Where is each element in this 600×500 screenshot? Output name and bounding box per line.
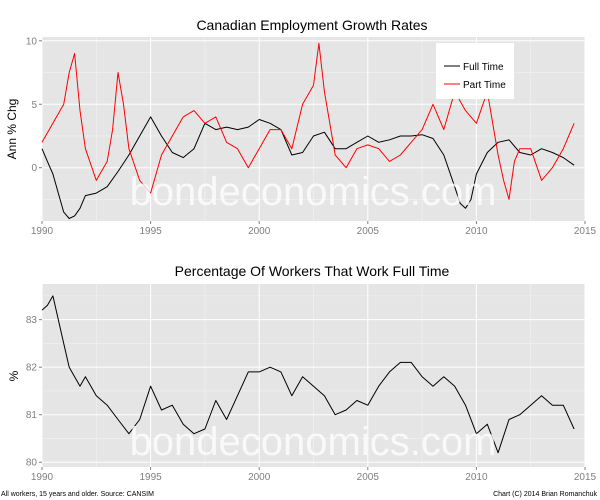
full-time-share-grid [41,284,586,467]
x-tick-label: 2005 [357,472,380,483]
y-tick-label: 83 [26,315,38,326]
x-tick-label: 1995 [139,226,162,237]
y-tick-label: 10 [26,36,38,47]
x-tick-label: 2010 [465,226,488,237]
legend-box [436,43,514,99]
series-line-part-time [41,42,575,200]
growth-rates-grid [41,37,586,221]
x-tick-label: 1990 [31,226,54,237]
full-time-share-x-ticks: 1990 1995 2000 2005 2010 2015 [31,467,597,483]
full-time-share-series-line [41,295,575,454]
x-tick-label: 1990 [31,472,54,483]
x-tick-label: 2005 [357,226,380,237]
growth-rates-chart: Canadian Employment Growth Rates bondeco… [5,17,597,237]
growth-rates-watermark: bondeconomics.com [130,170,497,214]
x-tick-label: 2000 [248,226,271,237]
growth-rates-title: Canadian Employment Growth Rates [196,17,427,33]
growth-rates-y-axis-label: Ann % Chg [5,99,19,160]
x-tick-label: 2015 [574,472,597,483]
series-line-full-time [41,116,575,219]
growth-rates-y-ticks: 0 5 10 [26,36,42,174]
y-tick-label: 5 [31,100,37,111]
y-tick-label: 82 [26,363,38,374]
growth-rates-series [41,42,575,219]
x-tick-label: 2010 [465,472,488,483]
y-tick-label: 80 [26,458,38,469]
full-time-share-watermark: bondeconomics.com [130,420,497,464]
legend-label-part-time: Part Time [463,80,506,91]
x-tick-label: 2015 [574,226,597,237]
full-time-share-y-ticks: 80 81 82 83 [26,315,42,469]
full-time-share-chart: Percentage Of Workers That Work Full Tim… [7,263,597,483]
y-tick-label: 0 [31,163,37,174]
copyright-caption: Chart (C) 2014 Brian Romanchuk [493,491,597,498]
x-tick-label: 2000 [248,472,271,483]
x-tick-label: 1995 [139,472,162,483]
source-caption: All workers, 15 years and older. Source:… [1,491,154,498]
full-time-share-y-axis-label: % [7,370,21,381]
growth-rates-x-ticks: 1990 1995 2000 2005 2010 2015 [31,221,597,237]
growth-rates-legend: Full Time Part Time [436,43,514,99]
legend-label-full-time: Full Time [463,62,504,73]
full-time-share-series [41,295,575,454]
full-time-share-title: Percentage Of Workers That Work Full Tim… [175,263,450,279]
y-tick-label: 81 [26,410,38,421]
